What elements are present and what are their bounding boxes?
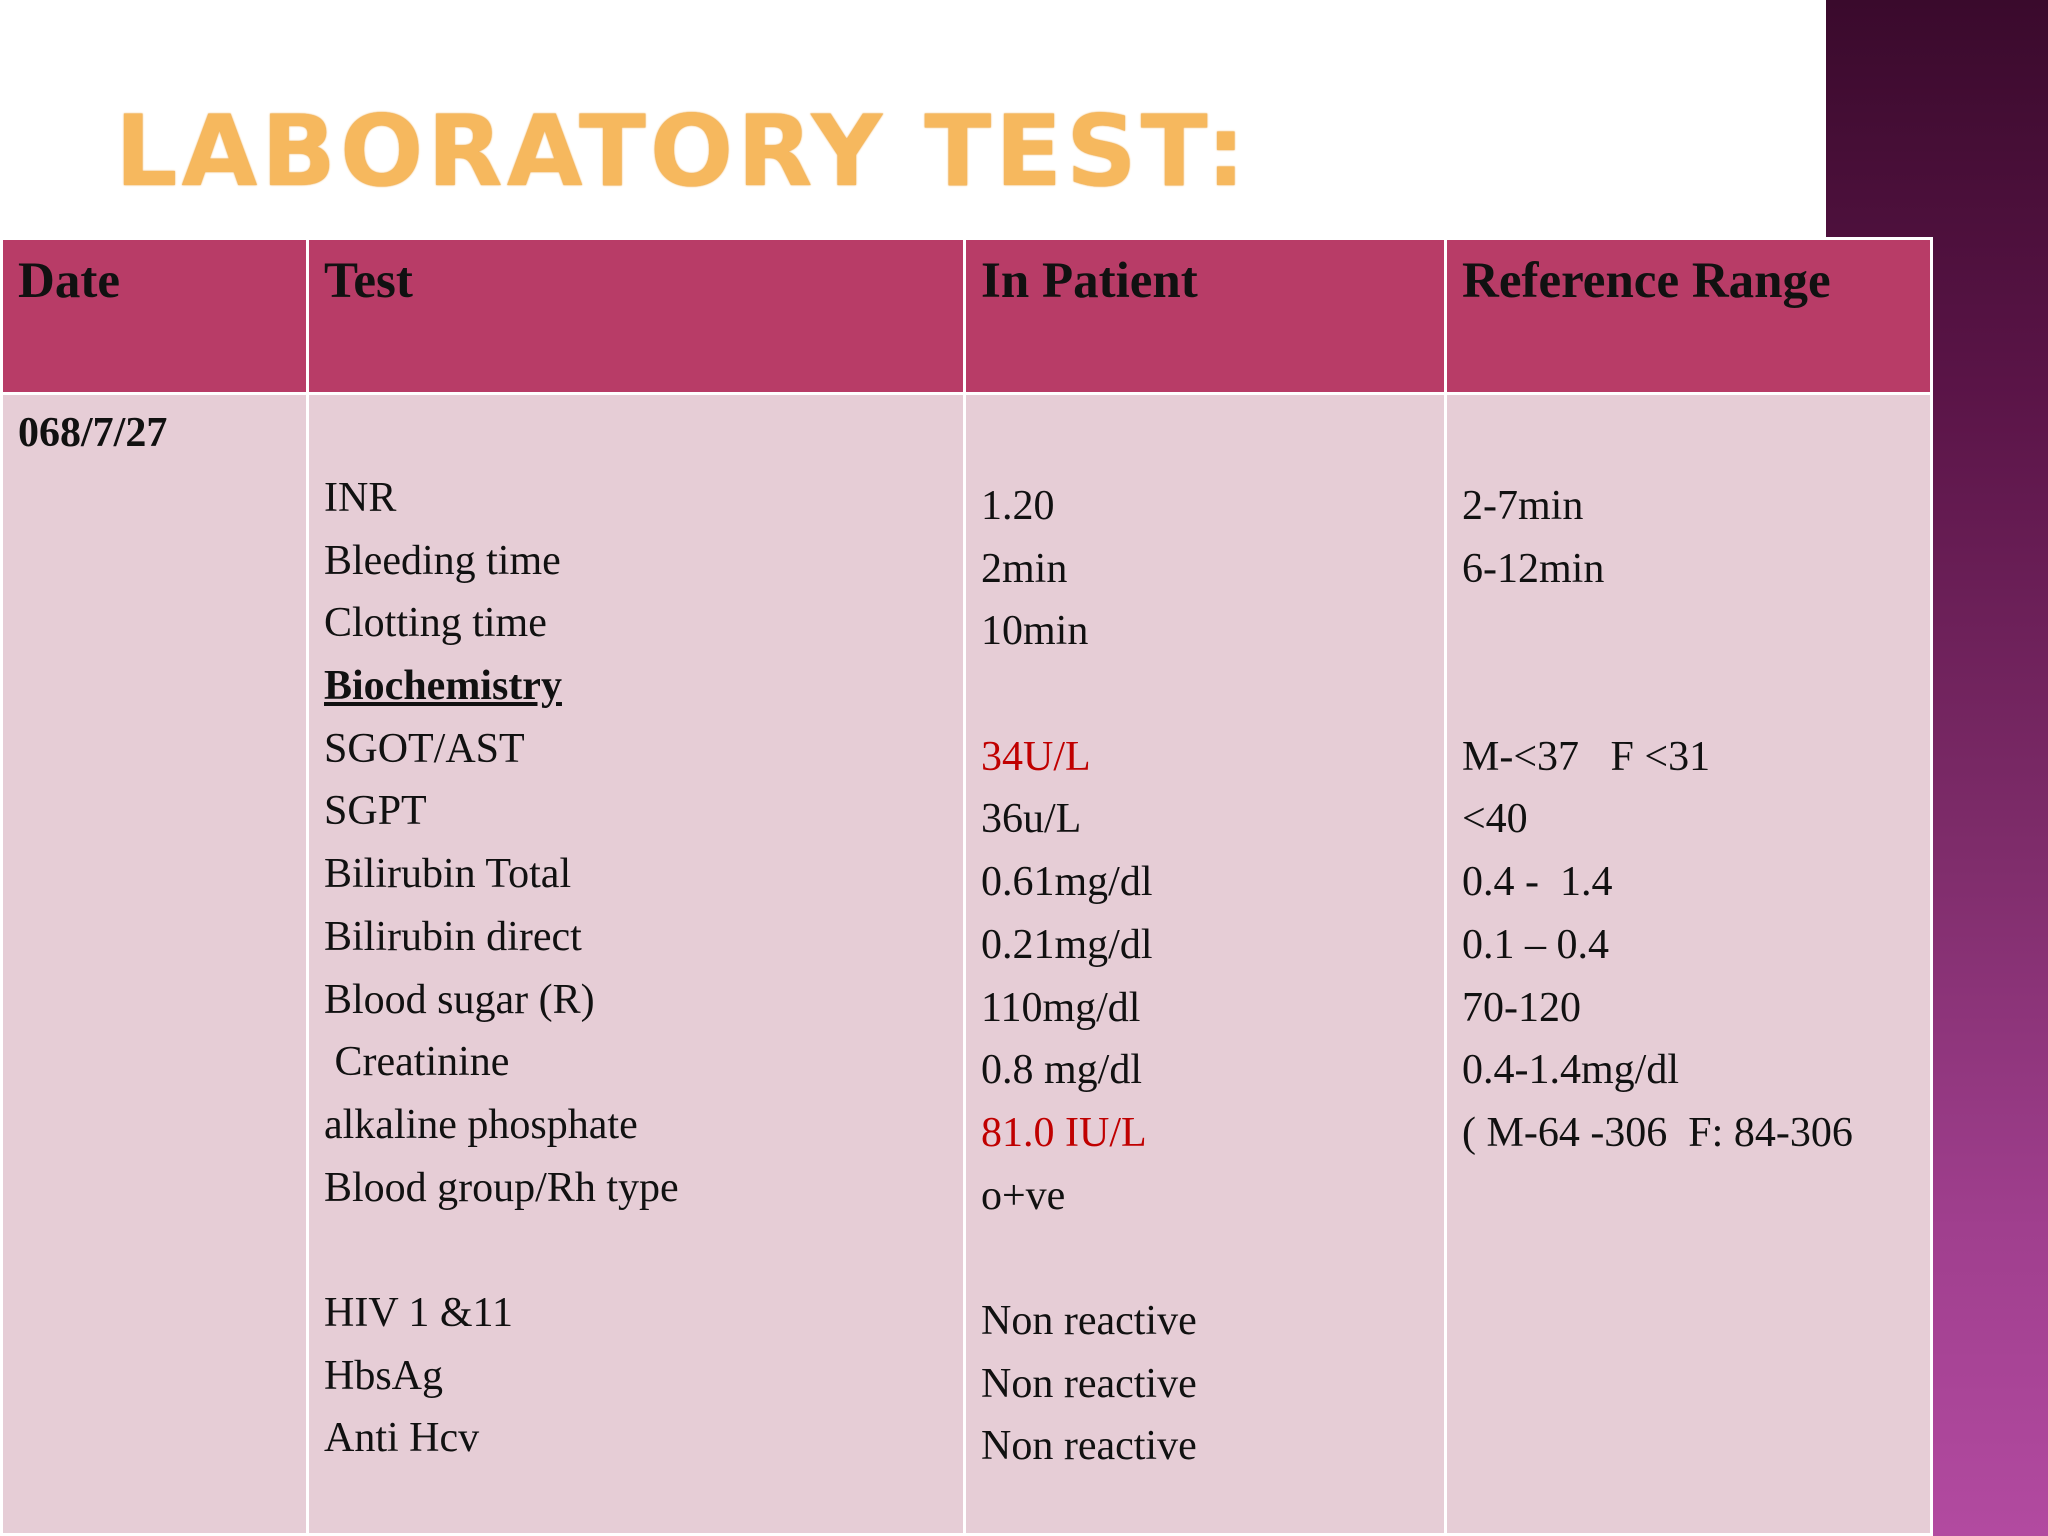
patient-value: 36u/L <box>981 796 1082 843</box>
reference-range: <40 <box>1462 796 1528 843</box>
test-name: Blood group/Rh type <box>324 1164 679 1211</box>
date-cell: 068/7/27 <box>0 392 309 1536</box>
reference-range: 2-7min <box>1462 483 1584 529</box>
patient-value: 0.61mg/dl <box>981 859 1153 906</box>
section-heading-biochemistry: Biochemistry <box>324 663 562 710</box>
header-date: Date <box>0 237 309 395</box>
patient-value-abnormal: 34U/L <box>981 733 1091 780</box>
patient-value: Non reactive <box>981 1297 1197 1344</box>
reference-range: 0.1 – 0.4 <box>1462 921 1609 968</box>
test-name: alkaline phosphate <box>324 1101 638 1148</box>
test-name: Bilirubin Total <box>324 851 572 898</box>
reference-range: 0.4-1.4mg/dl <box>1462 1047 1679 1094</box>
patient-value: Non reactive <box>981 1360 1197 1407</box>
header-in-patient: In Patient <box>963 237 1447 395</box>
patient-value: 0.21mg/dl <box>981 921 1153 968</box>
patient-value: 2min <box>981 545 1068 592</box>
spacer <box>324 1219 948 1282</box>
test-cell: INR Bleeding time Clotting time Biochemi… <box>306 392 966 1536</box>
reference-range: ( M-64 -306 F: 84-306 <box>1462 1109 1853 1156</box>
test-name: INR <box>324 475 397 521</box>
test-name: Clotting time <box>324 600 547 647</box>
reference-range: 0.4 - 1.4 <box>1462 859 1613 906</box>
spacer <box>1462 600 1915 663</box>
test-name: HIV 1 &11 <box>324 1289 513 1336</box>
test-name: Bilirubin direct <box>324 913 582 960</box>
reference-range: M-<37 F <31 <box>1462 733 1711 780</box>
reference-range-cell: 2-7min 6-12min M-<37 F <31 <40 0.4 - 1.4… <box>1444 392 1933 1536</box>
spacer <box>981 1227 1429 1290</box>
test-name: SGPT <box>324 788 427 835</box>
test-name: Blood sugar (R) <box>324 976 595 1023</box>
slide-title: LABORATORY TEST: <box>115 95 1250 209</box>
patient-value: 0.8 mg/dl <box>981 1047 1143 1094</box>
patient-value: 10min <box>981 608 1089 655</box>
patient-value-cell: 1.20 2min 10min 34U/L 36u/L 0.61mg/dl 0.… <box>963 392 1447 1536</box>
test-name: Anti Hcv <box>324 1415 480 1462</box>
patient-value-abnormal: 81.0 IU/L <box>981 1109 1147 1156</box>
lab-results-table: Date Test In Patient Reference Range 068… <box>0 237 1933 1536</box>
test-name: SGOT/AST <box>324 725 525 772</box>
table-header-row: Date Test In Patient Reference Range <box>0 237 1933 395</box>
patient-value: o+ve <box>981 1172 1066 1219</box>
patient-value: 110mg/dl <box>981 984 1141 1031</box>
header-reference-range: Reference Range <box>1444 237 1933 395</box>
test-name: Bleeding time <box>324 537 561 584</box>
date-value: 068/7/27 <box>18 410 168 456</box>
reference-range: 6-12min <box>1462 545 1605 592</box>
spacer <box>1462 663 1915 726</box>
patient-value: 1.20 <box>981 483 1055 529</box>
reference-range: 70-120 <box>1462 984 1581 1031</box>
test-name: Creatinine <box>324 1039 510 1086</box>
test-name: HbsAg <box>324 1352 444 1399</box>
patient-value: Non reactive <box>981 1423 1197 1470</box>
spacer <box>981 663 1429 726</box>
header-test: Test <box>306 237 966 395</box>
table-row: 068/7/27 INR Bleeding time Clotting time… <box>0 392 1933 1536</box>
